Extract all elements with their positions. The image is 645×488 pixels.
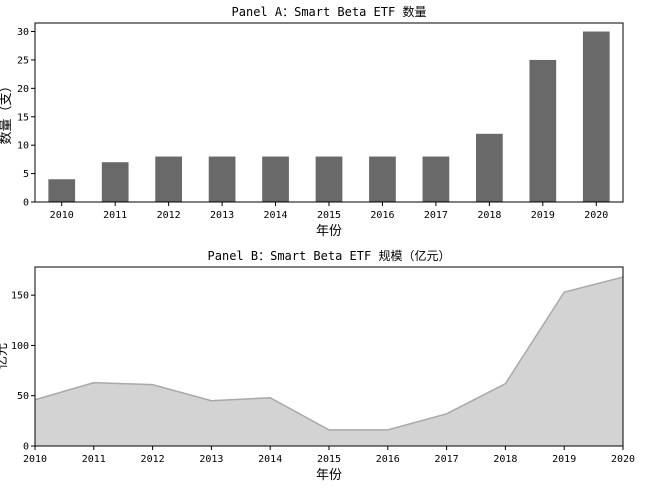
bar-2019 <box>529 59 557 202</box>
y-tick-label-a-25: 25 <box>17 55 29 66</box>
x-tick-label-a-2013: 2013 <box>210 210 234 221</box>
panel-b-line <box>34 276 624 431</box>
bar-2018 <box>476 133 503 202</box>
x-tick-label-a-2012: 2012 <box>157 210 181 221</box>
y-tick-label-b-50: 50 <box>17 391 29 402</box>
bar-2010 <box>48 179 76 202</box>
y-tick-label-a-30: 30 <box>17 27 29 38</box>
panel-a-x-label: 年份 <box>316 224 342 239</box>
y-tick-label-b-150: 150 <box>11 291 29 302</box>
x-tick-label-b-2013: 2013 <box>199 454 223 465</box>
panel-a-title: Panel A：Smart Beta ETF 数量 <box>232 4 427 19</box>
x-tick-label-a-2015: 2015 <box>317 210 341 221</box>
y-tick-label-a-15: 15 <box>17 112 29 123</box>
y-tick-label-a-0: 0 <box>23 198 29 209</box>
bar-2014 <box>262 156 289 202</box>
y-tick-label-b-100: 100 <box>11 341 29 352</box>
bar-2020 <box>582 31 610 203</box>
x-tick-label-b-2012: 2012 <box>141 454 165 465</box>
bar-2013 <box>208 156 236 202</box>
bar-2011 <box>101 162 129 202</box>
x-tick-label-a-2020: 2020 <box>584 210 608 221</box>
panel-b-title: Panel B：Smart Beta ETF 规模（亿元） <box>208 248 451 263</box>
y-tick-label-a-5: 5 <box>23 169 29 180</box>
bar-2015 <box>315 156 343 202</box>
panel-b-y-label: 亿元 <box>0 343 10 369</box>
y-tick-label-a-10: 10 <box>17 141 29 152</box>
panel-a-x-ticks: 2010 2011 2012 2013 2014 2015 2016 2017 2018 2019… <box>50 202 608 221</box>
panel-b: Panel B：Smart Beta ETF 规模（亿元） 050100150 … <box>0 248 635 483</box>
x-tick-label-a-2011: 2011 <box>103 210 127 221</box>
x-tick-label-a-2019: 2019 <box>531 210 555 221</box>
panel-b-y-ticks: 0 50 100 150 <box>11 291 35 453</box>
bar-2016 <box>369 156 396 202</box>
x-tick-label-b-2011: 2011 <box>82 454 106 465</box>
panel-a-y-ticks: 0 5 10 15 20 25 30 <box>17 27 35 209</box>
panel-b-x-label: 年份 <box>316 468 342 483</box>
panel-a: Panel A：Smart Beta ETF 数量 0 5 10 15 20 25 30 2… <box>0 4 624 239</box>
x-tick-label-a-2018: 2018 <box>477 210 501 221</box>
panel-b-area <box>35 277 623 446</box>
x-tick-label-b-2019: 2019 <box>552 454 576 465</box>
panel-b-x-ticks: 2010 2011 2012 2013 2014 2015 2016 2017 2018 2019… <box>23 446 635 465</box>
x-tick-label-b-2018: 2018 <box>493 454 517 465</box>
y-tick-label-a-20: 20 <box>17 84 29 95</box>
x-tick-label-b-2017: 2017 <box>435 454 459 465</box>
bar-2017 <box>422 156 450 202</box>
x-tick-label-a-2010: 2010 <box>50 210 74 221</box>
x-tick-label-b-2014: 2014 <box>258 454 282 465</box>
x-tick-label-a-2016: 2016 <box>370 210 394 221</box>
bar-2012 <box>155 156 182 202</box>
panel-a-y-label: 数量（支） <box>0 79 14 144</box>
x-tick-label-b-2015: 2015 <box>317 454 341 465</box>
x-tick-label-a-2017: 2017 <box>424 210 448 221</box>
x-tick-label-b-2020: 2020 <box>611 454 635 465</box>
x-tick-label-b-2016: 2016 <box>376 454 400 465</box>
x-tick-label-b-2010: 2010 <box>23 454 47 465</box>
panel-a-bars <box>48 31 610 203</box>
y-tick-label-b-0: 0 <box>23 442 29 453</box>
x-tick-label-a-2014: 2014 <box>263 210 287 221</box>
